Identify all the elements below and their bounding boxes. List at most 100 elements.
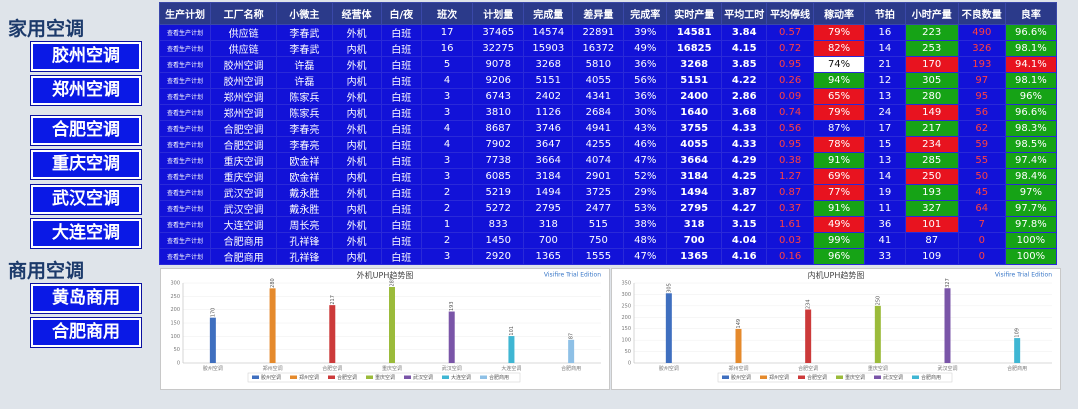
plan-link[interactable]: 查看生产计划 [159,88,212,105]
plan-link[interactable]: 查看生产计划 [159,200,212,217]
table-cell: 1 [421,216,474,233]
table-cell: 64 [957,200,1006,217]
plan-link[interactable]: 查看生产计划 [159,24,212,41]
col-header[interactable]: 完成量 [523,2,574,25]
table-cell: 4.04 [721,232,768,249]
table-cell: 9206 [472,72,525,89]
col-header[interactable]: 良率 [1004,2,1057,25]
table-cell: 外机 [331,88,382,105]
plan-link[interactable]: 查看生产计划 [159,216,212,233]
table-row[interactable]: 查看生产计划 郑州空调 陈家兵 内机 白班 3 3810 1126 2684 30% 1640 3.6… [159,104,1057,121]
table-cell: 5151 [523,72,574,89]
plan-link[interactable]: 查看生产计划 [159,152,212,169]
table-cell: 戴永胜 [276,200,333,217]
col-header[interactable]: 工厂名称 [210,2,278,25]
y-tick-label: 150 [621,326,631,332]
table-row[interactable]: 查看生产计划 胶州空调 许磊 外机 白班 5 9078 3268 5810 36% 3268 3.85… [159,56,1057,73]
nav-item-huangdao-commercial[interactable]: 黄岛商用 [30,283,142,314]
col-header[interactable]: 班次 [421,2,474,25]
table-row[interactable]: 查看生产计划 合肥空调 李春亮 外机 白班 4 8687 3746 4941 43% 3755 4.3… [159,120,1057,137]
table-cell: 39% [623,24,668,41]
table-cell: 3268 [523,56,574,73]
col-header[interactable]: 平均工时 [721,2,768,25]
col-header[interactable]: 稼动率 [812,2,866,25]
plan-link[interactable]: 查看生产计划 [159,104,212,121]
table-row[interactable]: 查看生产计划 重庆空调 欧金祥 外机 白班 3 7738 3664 4074 47% 3664 4.2… [159,152,1057,169]
table-cell: 38% [623,216,668,233]
plan-link[interactable]: 查看生产计划 [159,120,212,137]
plan-link[interactable]: 查看生产计划 [159,136,212,153]
y-tick-label: 350 [621,281,631,287]
table-row[interactable]: 查看生产计划 供应链 李春武 内机 白班 16 32275 15903 16372 49% 1682… [159,40,1057,57]
plan-link[interactable]: 查看生产计划 [159,184,212,201]
y-tick-label: 100 [621,338,631,344]
table-cell: 1494 [666,184,723,201]
indoor-uph-chart: 内机UPH趋势图 Visifire Trial Edition 0 50 100 150 2… [611,268,1061,390]
table-cell: 91% [812,200,866,217]
col-header[interactable]: 白/夜 [380,2,423,25]
col-header[interactable]: 不良数量 [957,2,1006,25]
table-cell: 7902 [472,136,525,153]
col-header[interactable]: 小微主 [276,2,333,25]
plan-link[interactable]: 查看生产计划 [159,232,212,249]
table-row[interactable]: 查看生产计划 合肥空调 李春亮 内机 白班 4 7902 3647 4255 46% 4055 4.3… [159,136,1057,153]
data-label: 285 [390,277,396,287]
nav-item-zhengzhou[interactable]: 郑州空调 [30,75,142,106]
col-header[interactable]: 完成率 [623,2,668,25]
plan-link[interactable]: 查看生产计划 [159,168,212,185]
nav-item-wuhan[interactable]: 武汉空调 [30,184,142,215]
col-header[interactable]: 差异量 [572,2,625,25]
col-header[interactable]: 计划量 [472,2,525,25]
table-cell: 白班 [380,88,423,105]
plan-link[interactable]: 查看生产计划 [159,40,212,57]
x-tick-label: 胶州空调 [203,365,223,372]
table-cell: 4341 [572,88,625,105]
table-cell: 253 [904,40,959,57]
legend-swatch [798,375,805,379]
table-cell: 100% [1004,248,1057,265]
table-cell: 6085 [472,168,525,185]
nav-item-hefei-commercial[interactable]: 合肥商用 [30,317,142,348]
nav-item-jiaozhou[interactable]: 胶州空调 [30,41,142,72]
col-header[interactable]: 生产计划 [159,2,212,25]
table-cell: 217 [904,120,959,137]
table-row[interactable]: 查看生产计划 大连空调 周长亮 外机 白班 1 833 318 515 38% 318 3.15 1.6… [159,216,1057,233]
plan-link[interactable]: 查看生产计划 [159,72,212,89]
table-cell: 2400 [666,88,723,105]
col-header[interactable]: 实时产量 [666,2,723,25]
table-row[interactable]: 查看生产计划 重庆空调 欧金祥 内机 白班 3 6085 3184 2901 52% 3184 4.2… [159,168,1057,185]
table-cell: 77% [812,184,866,201]
table-row[interactable]: 查看生产计划 胶州空调 许磊 内机 白班 4 9206 5151 4055 56% 5151 4.22… [159,72,1057,89]
table-cell: 79% [812,104,866,121]
data-label: 149 [736,319,742,329]
plan-link[interactable]: 查看生产计划 [159,248,212,265]
col-header[interactable]: 小时产量 [904,2,959,25]
table-row[interactable]: 查看生产计划 合肥商用 孔祥锋 内机 白班 3 2920 1365 1555 47% 1365 4.1… [159,248,1057,265]
y-tick-label: 250 [170,294,180,300]
table-cell: 供应链 [210,40,278,57]
nav-item-dalian[interactable]: 大连空调 [30,218,142,249]
nav-item-chongqing[interactable]: 重庆空调 [30,149,142,180]
table-row[interactable]: 查看生产计划 武汉空调 戴永胜 内机 白班 2 5272 2795 2477 53% 2795 4.2… [159,200,1057,217]
table-row[interactable]: 查看生产计划 郑州空调 陈家兵 外机 白班 3 6743 2402 4341 36% 2400 2.8… [159,88,1057,105]
legend-swatch [760,375,767,379]
table-cell: 97.7% [1004,200,1057,217]
table-cell: 1494 [523,184,574,201]
table-cell: 0.26 [766,72,814,89]
col-header[interactable]: 节拍 [864,2,906,25]
table-row[interactable]: 查看生产计划 合肥商用 孔祥锋 外机 白班 2 1450 700 750 48% 700 4.04 0.… [159,232,1057,249]
nav-item-hefei[interactable]: 合肥空调 [30,115,142,146]
table-row[interactable]: 查看生产计划 武汉空调 戴永胜 外机 白班 2 5219 1494 3725 29% 1494 3.8… [159,184,1057,201]
data-label: 109 [1015,328,1021,338]
table-cell: 91% [812,152,866,169]
col-header[interactable]: 经营体 [331,2,382,25]
table-row[interactable]: 查看生产计划 供应链 李春武 外机 白班 17 37465 14574 22891 39% 1458… [159,24,1057,41]
table-cell: 欧金祥 [276,152,333,169]
table-cell: 305 [904,72,959,89]
bar [568,339,575,363]
plan-link[interactable]: 查看生产计划 [159,56,212,73]
table-cell: 郑州空调 [210,104,278,121]
col-header[interactable]: 平均停线 [766,2,814,25]
table-cell: 94% [812,72,866,89]
table-cell: 17 [421,24,474,41]
